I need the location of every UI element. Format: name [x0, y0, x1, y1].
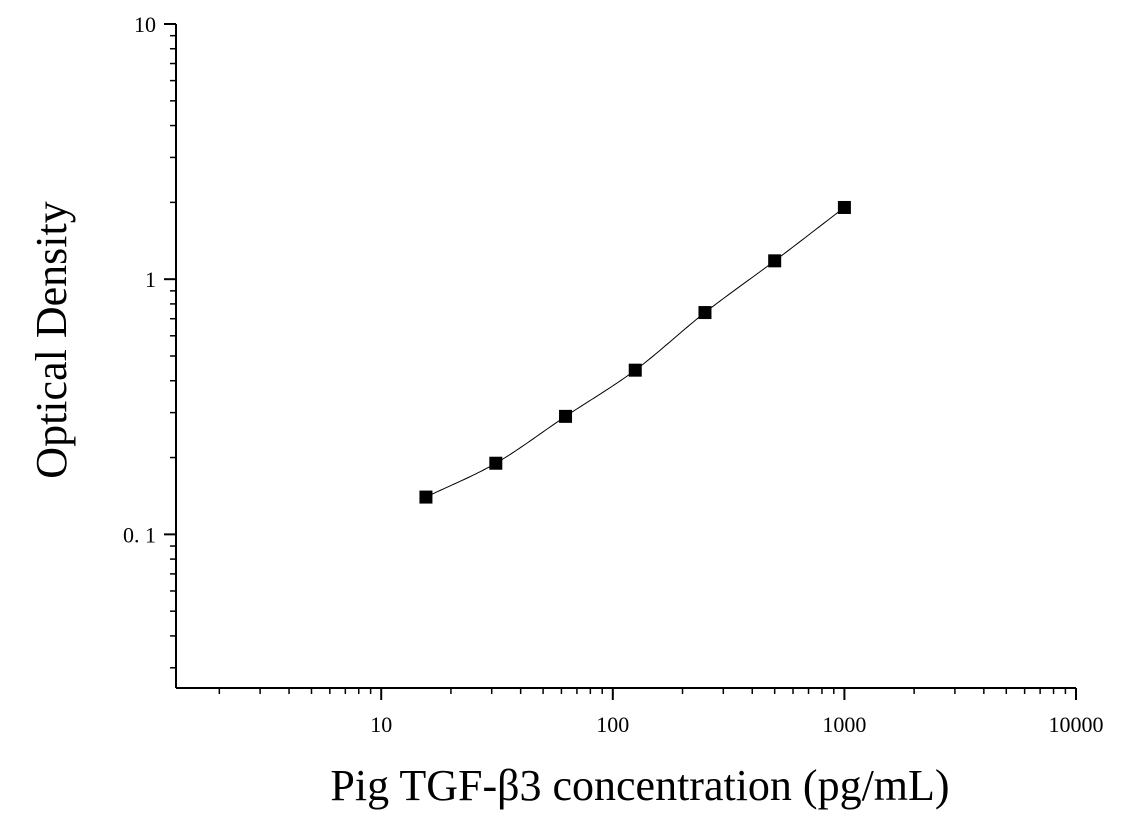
x-tick-label: 10: [370, 712, 392, 737]
y-tick-label: 0. 1: [123, 522, 156, 547]
y-axis-title: Optical Density: [27, 201, 76, 478]
y-major-ticks: [164, 23, 176, 536]
data-point: [837, 200, 851, 214]
y-tick-labels: 0. 1 1 10: [123, 12, 156, 547]
data-point: [768, 254, 782, 268]
axes: [175, 24, 1076, 689]
data-point: [628, 363, 642, 377]
x-minor-ticks: [218, 688, 1067, 694]
x-axis-title: Pig TGF-β3 concentration (pg/mL): [330, 761, 949, 810]
data-point: [698, 306, 712, 320]
data-point: [489, 456, 503, 470]
data-point: [559, 409, 573, 423]
y-tick-label: 10: [134, 12, 156, 37]
x-major-ticks: [380, 688, 1077, 700]
x-tick-label: 10000: [1049, 712, 1104, 737]
data-point: [419, 490, 433, 504]
y-tick-label: 1: [145, 267, 156, 292]
data-points: [419, 200, 851, 504]
x-tick-labels: 10 100 1000 10000: [370, 712, 1103, 737]
fit-curve: [425, 207, 845, 498]
x-tick-label: 1000: [822, 712, 866, 737]
x-tick-label: 100: [596, 712, 629, 737]
y-minor-ticks: [170, 34, 176, 669]
